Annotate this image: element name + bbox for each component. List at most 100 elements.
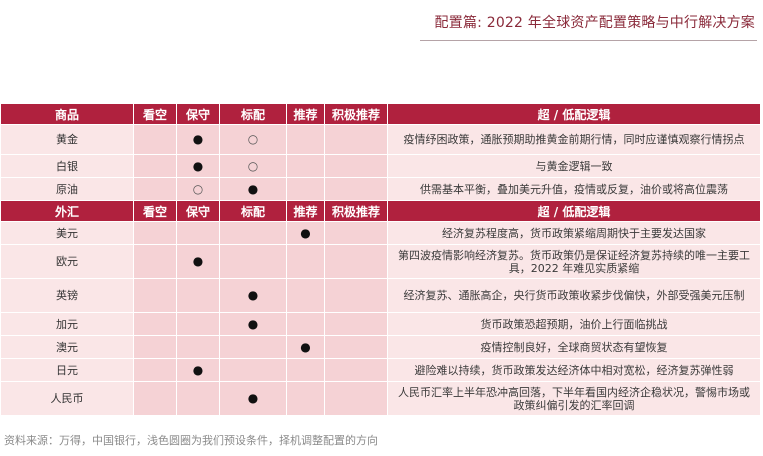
rating-cell [324,154,388,178]
asset-name: 原油 [0,177,134,201]
rating-cell [286,124,325,155]
rating-cell [133,244,177,279]
rating-cell: ● [286,221,325,245]
column-header: 标配 [219,200,287,222]
rating-cell [219,335,287,359]
rating-cell [133,358,177,382]
asset-name: 英镑 [0,278,134,313]
filled-circle-icon: ● [247,316,259,331]
allocation-logic: 第四波疫情影响经济复苏。货币政策仍是保证经济复苏持续的唯一主要工具，2022 年… [387,244,761,279]
rating-cell [133,278,177,313]
rating-cell [286,154,325,178]
table-row: 澳元 ● 疫情控制良好，全球商贸状态有望恢复 [0,335,761,359]
asset-name: 日元 [0,358,134,382]
rating-cell [324,278,388,313]
rating-cell [324,244,388,279]
rating-cell [133,221,177,245]
logic-column-header: 超 / 低配逻辑 [387,103,761,125]
column-header: 看空 [133,200,177,222]
rating-cell [219,358,287,382]
column-header: 积极推荐 [324,103,388,125]
filled-circle-icon: ● [192,132,204,146]
table-row: 原油 ○ ● 供需基本平衡，叠加美元升值，疫情或反复，油价或将高位震荡 [0,177,761,201]
rating-cell [176,381,220,416]
filled-circle-icon: ● [300,339,311,354]
filled-circle-icon: ● [247,391,259,405]
section-header: 外汇 看空 保守 标配 推荐 积极推荐超 / 低配逻辑 [0,200,761,222]
rating-cell: ● [219,177,287,201]
rating-cell [286,358,325,382]
rating-cell [176,335,220,359]
rating-cell: ● [219,278,287,313]
column-header: 标配 [219,103,287,125]
table-row: 美元 ● 经济复苏程度高，货币政策紧缩周期快于主要发达国家 [0,221,761,245]
source-note: 资料来源：万得，中国银行，浅色圆圈为我们预设条件，择机调整配置的方向 [4,434,378,447]
logic-column-header: 超 / 低配逻辑 [387,200,761,222]
hollow-circle-icon: ○ [192,181,204,196]
hollow-circle-icon: ○ [247,132,259,146]
rating-cell [176,312,220,336]
filled-circle-icon: ● [192,254,204,268]
rating-cell: ● [176,244,220,279]
title-divider [420,40,757,41]
rating-cell [324,335,388,359]
rating-cell [133,177,177,201]
allocation-table: 商品 看空 保守 标配 推荐 积极推荐超 / 低配逻辑 黄金 ● ○ 疫情纾困政策，通胀预期助推黄… [0,103,761,416]
column-header: 保守 [176,200,220,222]
asset-name: 黄金 [0,124,134,155]
rating-cell [324,177,388,201]
rating-cell [133,154,177,178]
asset-name: 人民币 [0,381,134,416]
filled-circle-icon: ● [247,288,259,302]
table-row: 人民币 ● 人民币汇率上半年恐冲高回落，下半年看国内经济企稳状况，警惕市场或政策纠偏… [0,381,761,416]
allocation-logic: 人民币汇率上半年恐冲高回落，下半年看国内经济企稳状况，警惕市场或政策纠偏引发的汇… [387,381,761,416]
rating-cell [324,221,388,245]
table-row: 英镑 ● 经济复苏、通胀高企，央行货币政策收紧步伐偏快，外部受强美元压制 [0,278,761,313]
rating-cell: ○ [176,177,220,201]
rating-cell: ● [176,154,220,178]
rating-cell [176,221,220,245]
rating-cell [324,381,388,416]
rating-cell [133,335,177,359]
filled-circle-icon: ● [192,362,204,377]
rating-cell: ● [286,335,325,359]
filled-circle-icon: ● [247,181,259,196]
filled-circle-icon: ● [300,225,311,240]
table-row: 加元 ● 货币政策恐超预期，油价上行面临挑战 [0,312,761,336]
allocation-logic: 经济复苏程度高，货币政策紧缩周期快于主要发达国家 [387,221,761,245]
page-title: 配置篇: 2022 年全球资产配置策略与中行解决方案 [434,15,755,31]
rating-cell [324,358,388,382]
table-row: 白银 ● ○ 与黄金逻辑一致 [0,154,761,178]
rating-cell: ● [176,358,220,382]
allocation-logic: 疫情控制良好，全球商贸状态有望恢复 [387,335,761,359]
asset-name: 澳元 [0,335,134,359]
column-header: 保守 [176,103,220,125]
allocation-logic: 供需基本平衡，叠加美元升值，疫情或反复，油价或将高位震荡 [387,177,761,201]
asset-name: 白银 [0,154,134,178]
allocation-logic: 避险难以持续，货币政策发达经济体中相对宽松，经济复苏弹性弱 [387,358,761,382]
rating-cell: ● [219,312,287,336]
column-header: 推荐 [286,200,325,222]
rating-cell [286,312,325,336]
section-category-header: 商品 [0,103,134,125]
allocation-logic: 与黄金逻辑一致 [387,154,761,178]
section-category-header: 外汇 [0,200,134,222]
rating-cell [219,244,287,279]
rating-cell: ● [219,381,287,416]
rating-cell: ○ [219,154,287,178]
column-header: 推荐 [286,103,325,125]
section-header: 商品 看空 保守 标配 推荐 积极推荐超 / 低配逻辑 [0,103,761,125]
rating-cell [133,381,177,416]
rating-cell [219,221,287,245]
table-row: 日元 ● 避险难以持续，货币政策发达经济体中相对宽松，经济复苏弹性弱 [0,358,761,382]
column-header: 看空 [133,103,177,125]
asset-name: 美元 [0,221,134,245]
table-row: 黄金 ● ○ 疫情纾困政策，通胀预期助推黄金前期行情，同时应谨慎观察行情拐点 [0,124,761,155]
asset-name: 加元 [0,312,134,336]
rating-cell [286,177,325,201]
rating-cell [133,124,177,155]
rating-cell [286,278,325,313]
hollow-circle-icon: ○ [247,158,259,173]
rating-cell: ● [176,124,220,155]
allocation-logic: 疫情纾困政策，通胀预期助推黄金前期行情，同时应谨慎观察行情拐点 [387,124,761,155]
